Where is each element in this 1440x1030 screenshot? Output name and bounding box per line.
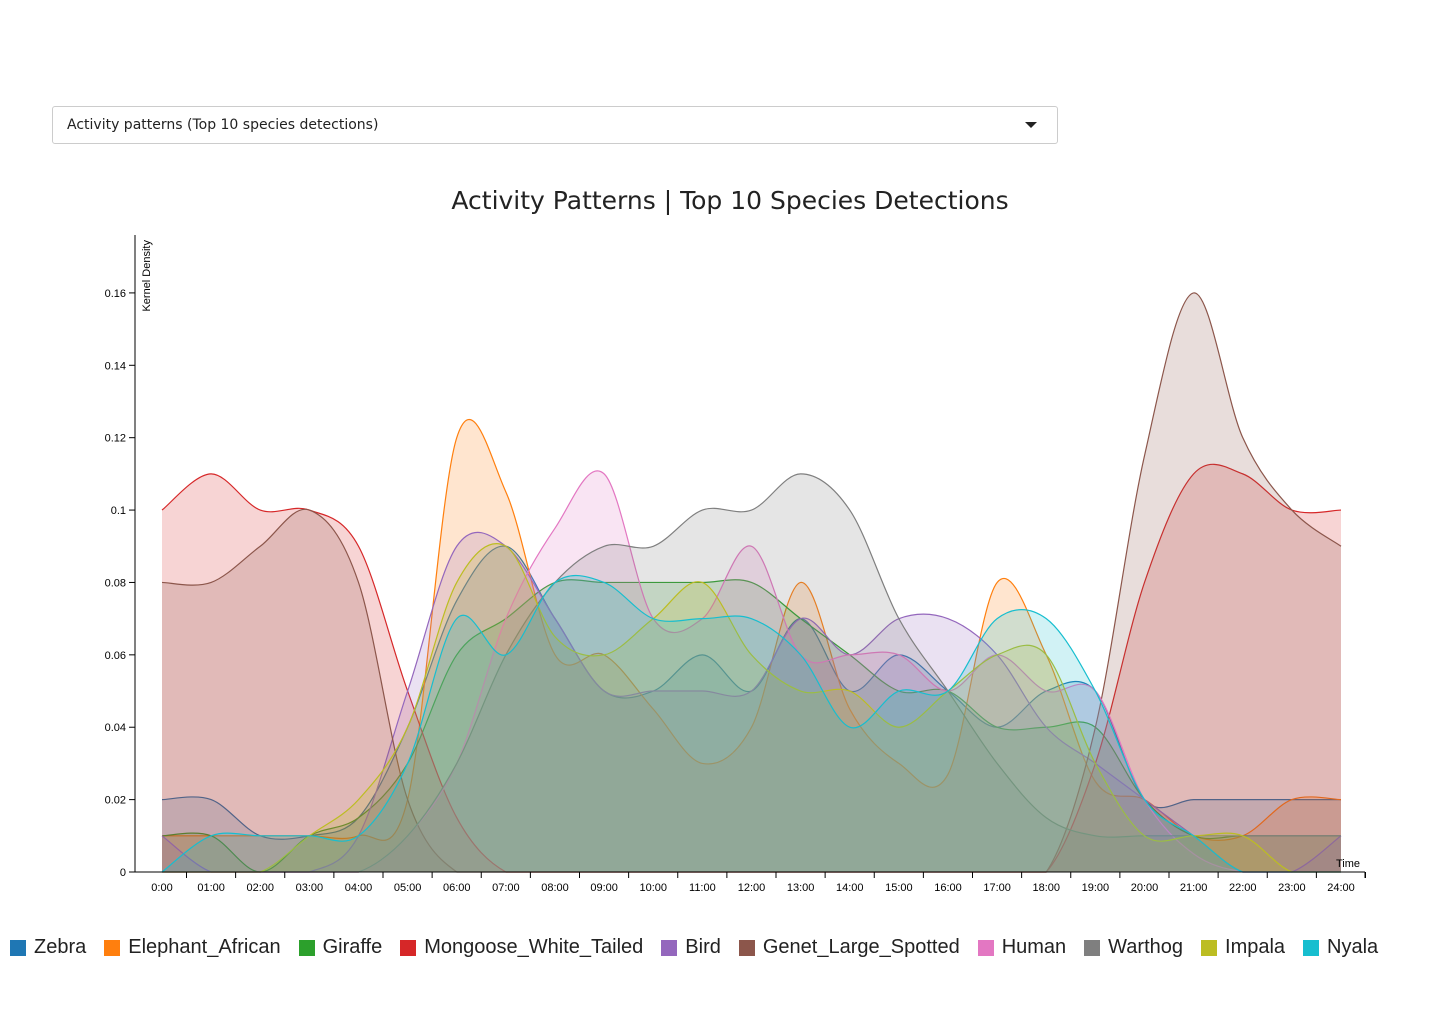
x-tick-label: 13:00: [787, 882, 815, 894]
y-axis-label: Kernel Density: [141, 240, 153, 312]
legend: Zebra Elephant_African Giraffe Mongoose_Whi…: [10, 936, 1396, 959]
x-tick-label: 24:00: [1327, 882, 1355, 894]
x-tick-label: 0:00: [151, 882, 172, 894]
legend-label: Zebra: [34, 936, 87, 958]
x-tick-label: 16:00: [934, 882, 962, 894]
x-axis-label: Time: [1336, 858, 1360, 870]
legend-swatch: [10, 939, 26, 956]
y-tick-label: 0.06: [105, 650, 126, 662]
area-bird: [162, 532, 1341, 872]
legend-label: Mongoose_White_Tailed: [424, 936, 644, 958]
line-warthog: [162, 473, 1341, 873]
x-tick-label: 11:00: [689, 882, 716, 894]
x-tick-label: 03:00: [296, 882, 324, 894]
legend-swatch: [298, 939, 315, 956]
legend-label: Impala: [1225, 936, 1286, 958]
area-elephant-african: [162, 419, 1341, 872]
x-tick-label: 05:00: [394, 882, 422, 894]
legend-swatch: [738, 939, 755, 956]
x-tick-label: 22:00: [1229, 882, 1257, 894]
line-elephant-african: [161, 418, 1342, 841]
area-zebra: [162, 546, 1341, 872]
legend-label: Human: [1001, 936, 1067, 958]
legend-label: Giraffe: [322, 936, 383, 958]
chart-title: Activity Patterns | Top 10 Species Detec…: [451, 186, 1009, 215]
x-tick-label: 04:00: [345, 882, 373, 894]
line-nyala: [161, 574, 1341, 873]
area-human: [162, 470, 1341, 872]
x-tick-label: 08:00: [541, 882, 569, 894]
legend-item[interactable]: Elephant_African: [104, 936, 281, 959]
legend-swatch: [1201, 939, 1218, 956]
x-tick-label: 15:00: [885, 882, 913, 894]
dropdown-selected-value: Activity patterns (Top 10 species detect…: [67, 117, 379, 133]
x-tick-label: 07:00: [492, 882, 520, 894]
x-tick-label: 14:00: [836, 882, 864, 894]
y-tick-label: 0.1: [111, 505, 126, 517]
legend-item[interactable]: Genet_Large_Spotted: [738, 936, 960, 959]
y-tick-label: 0.02: [105, 795, 126, 807]
y-tick-label: 0.04: [105, 722, 126, 734]
legend-swatch: [104, 939, 121, 956]
legend-label: Warthog: [1108, 936, 1184, 958]
legend-label: Genet_Large_Spotted: [762, 936, 960, 958]
legend-item[interactable]: Impala: [1201, 936, 1285, 959]
legend-label: Bird: [685, 936, 721, 958]
legend-swatch: [1084, 939, 1101, 956]
x-tick-label: 19:00: [1082, 882, 1110, 894]
x-tick-label: 12:00: [738, 882, 766, 894]
legend-swatch: [1303, 939, 1320, 956]
legend-swatch: [977, 939, 994, 956]
x-tick-label: 09:00: [590, 882, 618, 894]
line-bird: [161, 531, 1342, 873]
chart-selector-dropdown[interactable]: Activity patterns (Top 10 species detect…: [52, 106, 1058, 144]
legend-label: Nyala: [1327, 936, 1379, 958]
x-tick-label: 17:00: [983, 882, 1011, 894]
y-tick-label: 0.08: [105, 577, 126, 589]
line-impala: [162, 543, 1341, 873]
caret-down-icon: [1025, 122, 1037, 128]
x-tick-label: 18:00: [1032, 882, 1060, 894]
area-nyala: [162, 575, 1341, 872]
legend-item[interactable]: Nyala: [1303, 936, 1378, 959]
legend-swatch: [661, 939, 678, 956]
area-mongoose-white-tailed: [162, 464, 1341, 872]
legend-item[interactable]: Bird: [661, 936, 721, 959]
legend-label: Elephant_African: [128, 936, 281, 958]
x-tick-label: 01:00: [197, 882, 225, 894]
area-warthog: [162, 473, 1341, 872]
x-tick-label: 06:00: [443, 882, 471, 894]
x-tick-label: 20:00: [1131, 882, 1159, 894]
legend-item[interactable]: Human: [977, 936, 1067, 959]
area-genet-large-spotted: [162, 292, 1341, 872]
y-tick-label: 0.16: [105, 288, 126, 300]
x-tick-label: 21:00: [1180, 882, 1208, 894]
y-tick-label: 0: [120, 867, 126, 879]
area-giraffe: [162, 579, 1341, 872]
y-tick-label: 0.14: [105, 360, 126, 372]
line-giraffe: [161, 579, 1341, 873]
x-tick-label: 10:00: [639, 882, 667, 894]
y-tick-label: 0.12: [105, 433, 126, 445]
area-impala: [162, 543, 1341, 872]
legend-item[interactable]: Giraffe: [298, 936, 383, 959]
legend-item[interactable]: Zebra: [10, 936, 86, 959]
x-tick-label: 23:00: [1278, 882, 1306, 894]
legend-swatch: [400, 939, 417, 956]
x-tick-label: 02:00: [246, 882, 274, 894]
legend-item[interactable]: Warthog: [1084, 936, 1183, 959]
legend-item[interactable]: Mongoose_White_Tailed: [400, 936, 643, 959]
